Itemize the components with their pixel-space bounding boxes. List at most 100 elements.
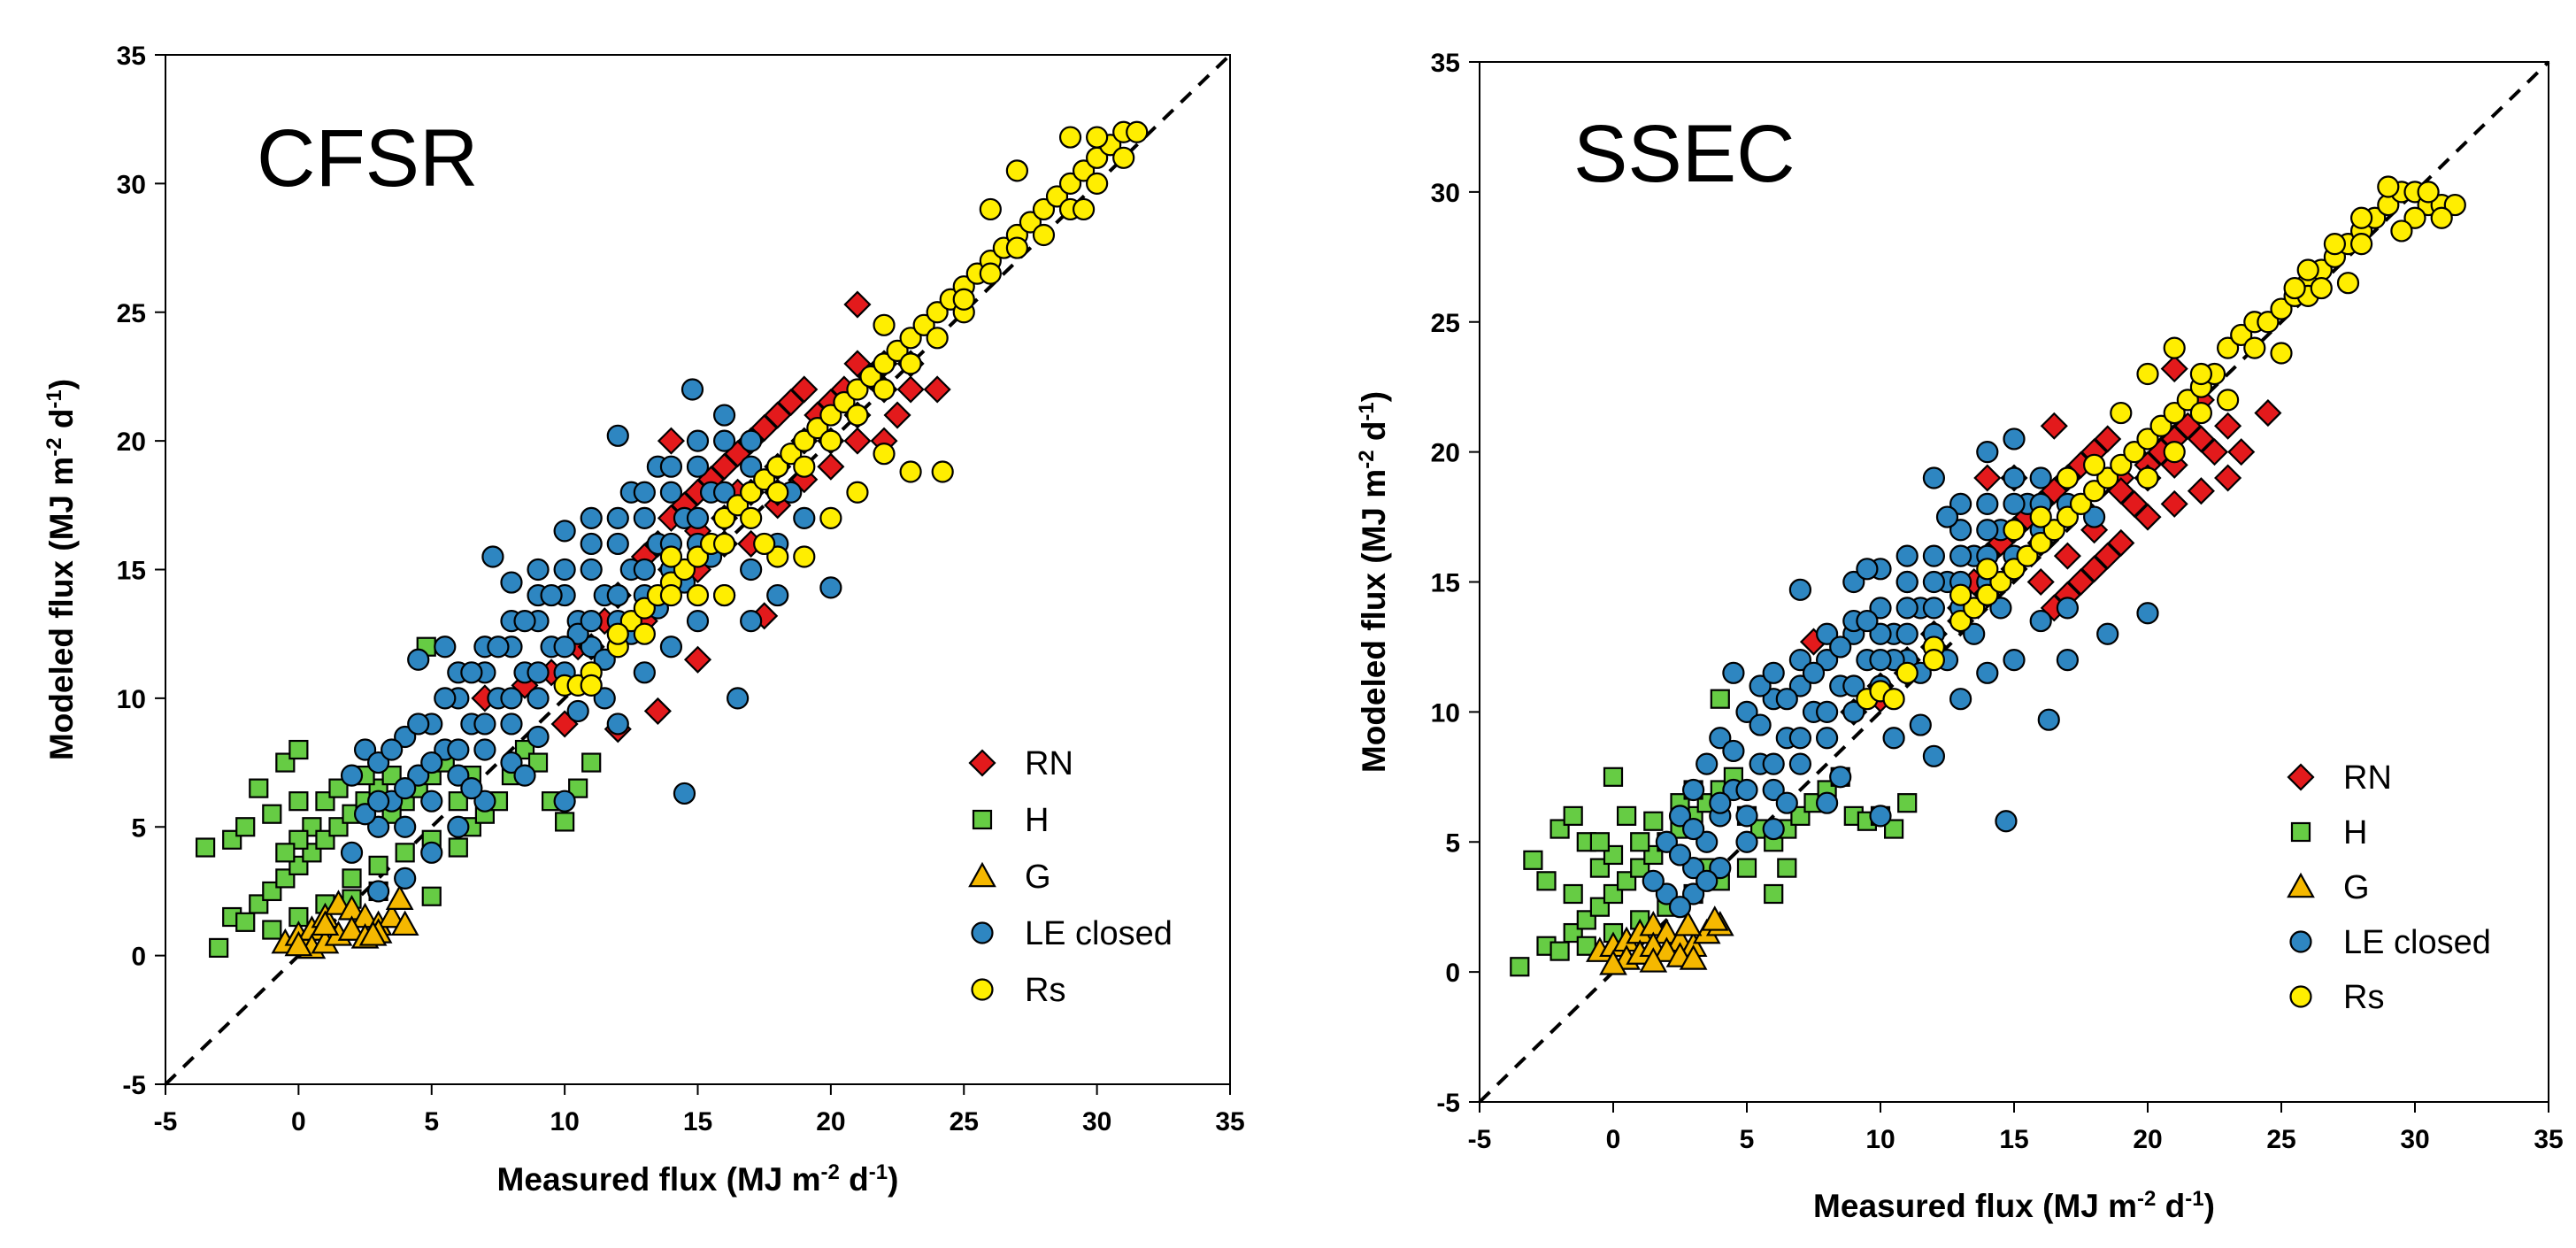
- data-point-rs: [780, 443, 803, 466]
- data-point-h: [235, 817, 256, 837]
- data-point-rs: [806, 416, 829, 440]
- data-point-le-closed: [1775, 791, 1798, 814]
- data-point-le-closed: [1722, 739, 1745, 763]
- data-point-rn: [657, 427, 685, 455]
- data-point-le-closed: [1775, 688, 1798, 711]
- data-point-rn: [817, 452, 845, 481]
- data-point-le-closed: [381, 738, 404, 761]
- data-point-le-closed: [367, 790, 390, 813]
- data-point-h: [368, 855, 388, 875]
- x-tick-label: 25: [2266, 1125, 2295, 1154]
- data-point-rn: [2134, 503, 2162, 531]
- data-point-rs: [2390, 220, 2413, 243]
- data-point-le-closed: [1696, 830, 1719, 853]
- data-point-le-closed: [566, 699, 589, 723]
- legend-marker-le-closed: [971, 921, 994, 944]
- data-point-h: [249, 778, 269, 798]
- x-tick-label: 30: [1082, 1107, 1111, 1136]
- data-point-g: [1673, 910, 1703, 936]
- data-point-rs: [1989, 570, 2012, 594]
- data-point-le-closed: [740, 610, 763, 633]
- data-point-le-closed: [1989, 597, 2012, 620]
- data-point-rs: [2136, 428, 2159, 451]
- data-point-le-closed: [580, 636, 603, 659]
- data-point-g: [337, 915, 366, 941]
- data-point-rs: [926, 327, 949, 350]
- data-point-rs: [2029, 531, 2052, 555]
- data-point-rs: [926, 301, 949, 324]
- data-point-le-closed: [1882, 727, 1905, 750]
- panel-title: CFSR: [257, 113, 478, 204]
- data-point-h: [1563, 805, 1583, 826]
- series-g: [1586, 905, 1734, 975]
- data-point-h: [196, 837, 216, 858]
- data-point-le-closed: [1655, 830, 1679, 853]
- data-point-rs: [619, 610, 642, 633]
- data-point-rs: [1949, 609, 1972, 633]
- data-point-rs: [766, 455, 789, 478]
- data-point-le-closed: [340, 841, 364, 864]
- data-point-le-closed: [593, 648, 616, 671]
- data-point-le-closed: [420, 790, 443, 813]
- data-point-le-closed: [606, 713, 629, 736]
- data-point-h: [1897, 793, 1918, 813]
- data-point-rs: [712, 532, 736, 556]
- data-point-rs: [2283, 276, 2306, 300]
- data-point-rs: [2003, 519, 2026, 542]
- data-point-rs: [2029, 505, 2052, 528]
- data-point-rs: [766, 481, 789, 504]
- data-point-le-closed: [340, 764, 364, 787]
- data-point-le-closed: [1949, 544, 1972, 567]
- data-point-rs: [2149, 414, 2172, 437]
- data-point-le-closed: [1802, 661, 1826, 684]
- data-point-rs: [1019, 211, 1042, 234]
- data-point-rs: [580, 674, 603, 697]
- data-point-rs: [819, 429, 842, 452]
- data-point-rn: [2066, 567, 2095, 597]
- data-point-rs: [740, 506, 763, 529]
- data-point-rs: [2189, 362, 2212, 386]
- data-point-le-closed: [606, 424, 629, 447]
- x-tick-label: -5: [154, 1107, 178, 1136]
- data-point-le-closed: [727, 687, 750, 710]
- legend-marker-h: [2290, 821, 2311, 843]
- y-tick-label: 25: [117, 299, 146, 328]
- data-point-rs: [2230, 323, 2253, 347]
- data-point-rs: [793, 455, 816, 478]
- x-tick-label: 30: [2400, 1125, 2429, 1154]
- data-point-le-closed: [447, 815, 470, 838]
- x-axis-title: Measured flux (MJ m-2 d-1): [1813, 1187, 2215, 1225]
- data-point-le-closed: [1976, 519, 1999, 542]
- data-point-rs: [1949, 583, 1972, 606]
- data-point-rs: [673, 558, 696, 582]
- data-point-le-closed: [712, 481, 736, 504]
- data-point-rs: [2136, 362, 2159, 386]
- data-point-h: [1549, 941, 1570, 961]
- legend-marker-rn: [968, 749, 996, 777]
- data-point-rn: [2214, 412, 2242, 440]
- legend-label: G: [1025, 859, 1051, 896]
- data-point-le-closed: [1829, 766, 1852, 789]
- data-point-h: [1630, 832, 1650, 852]
- data-point-rs: [2217, 336, 2240, 359]
- data-point-le-closed: [580, 532, 603, 556]
- data-point-rs: [912, 313, 935, 336]
- data-point-le-closed: [1895, 622, 1919, 645]
- data-point-rs: [2016, 544, 2039, 567]
- data-point-rs: [659, 583, 683, 607]
- y-tick-label: 0: [131, 943, 146, 972]
- x-tick-label: 15: [683, 1107, 712, 1136]
- data-point-le-closed: [1895, 597, 1919, 620]
- data-point-rs: [1922, 649, 1945, 672]
- data-point-le-closed: [659, 481, 683, 504]
- data-point-le-closed: [1935, 505, 1959, 528]
- data-point-rs: [2110, 401, 2133, 425]
- series-rs: [553, 120, 1149, 697]
- x-tick-label: 5: [424, 1107, 439, 1136]
- data-point-rs: [2069, 492, 2093, 515]
- legend-label: Rs: [1025, 972, 1065, 1009]
- data-point-h: [581, 752, 602, 773]
- data-point-g: [284, 930, 313, 957]
- data-point-h: [275, 843, 296, 863]
